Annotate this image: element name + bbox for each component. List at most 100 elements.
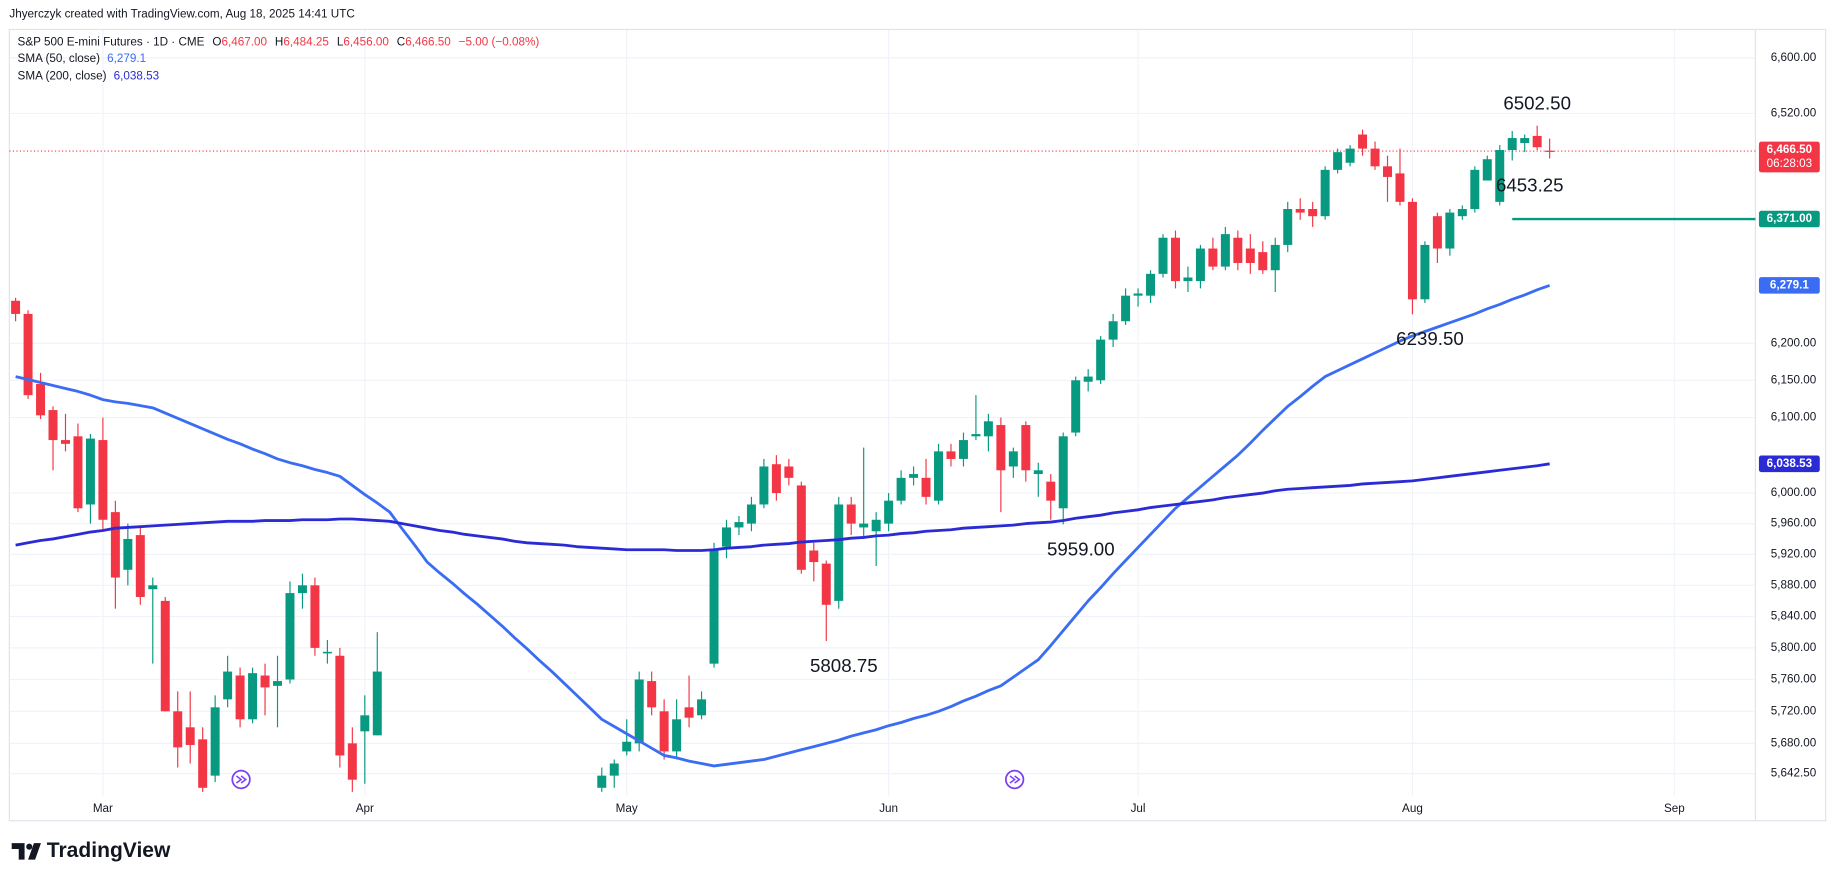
y-tick-label: 6,150.00 (1771, 373, 1817, 386)
y-tick-label: 5,840.00 (1771, 610, 1817, 623)
candle-body (1083, 376, 1093, 382)
candle-body (809, 550, 819, 563)
ohlc-key: L (337, 36, 344, 49)
price-tag (1758, 277, 1820, 294)
event-icon[interactable] (231, 769, 251, 790)
logo-mark (11, 843, 25, 860)
event-icon-arrow (1009, 775, 1021, 784)
candle-body (135, 535, 145, 597)
candle-body (771, 464, 781, 494)
candle-body (1470, 169, 1480, 210)
candle-body (85, 438, 95, 505)
annotation: 6453.25 (1496, 174, 1564, 195)
candle-body (1507, 138, 1517, 151)
y-tick-label: 6,000.00 (1771, 486, 1817, 499)
y-tick-label: 6,520.00 (1771, 107, 1817, 120)
candle-body (722, 527, 731, 547)
credit: Jhyerczyk created with TradingView.com, … (9, 7, 355, 20)
candle-body (709, 550, 719, 664)
y-tick-label: 5,642.50 (1771, 767, 1817, 780)
candle-body (60, 440, 70, 444)
candle-body (1482, 159, 1492, 181)
candle-body (684, 707, 694, 718)
candle-body (1520, 138, 1530, 143)
candle-body (73, 436, 83, 509)
candle-body (859, 523, 869, 528)
candle-body (1021, 425, 1031, 471)
legend-value: 6,038.53 (114, 70, 160, 83)
legend-value: 6,279.1 (107, 52, 146, 65)
y-tick-label: 6,100.00 (1771, 411, 1817, 424)
candle-body (1432, 216, 1442, 249)
candle-body (1295, 209, 1305, 213)
y-tick-label: 5,720.00 (1771, 704, 1817, 717)
candle-body (1220, 234, 1230, 267)
price-tag-countdown: 06:28:03 (1767, 157, 1813, 170)
legend-sma200: SMA (200, close) 6,038.53 (18, 70, 160, 83)
candle-body (1545, 150, 1555, 152)
candle-body (996, 425, 1006, 471)
y-tick-label: 5,680.00 (1771, 736, 1817, 749)
y-tick-label: 5,920.00 (1771, 547, 1817, 560)
candle-body (110, 512, 120, 578)
candle-body (1146, 273, 1156, 296)
candle-body (1383, 166, 1392, 177)
candle-body (23, 313, 33, 396)
candle-body (784, 466, 794, 478)
candle-body (597, 775, 607, 788)
candle-body (1457, 209, 1467, 217)
candle-body (1308, 209, 1318, 217)
candle-body (210, 707, 220, 776)
candle-body (335, 655, 345, 756)
price-tag-label: 6,466.50 (1767, 143, 1813, 156)
candle-body (1495, 150, 1505, 202)
candle-body (322, 651, 332, 654)
candle-body (909, 474, 919, 478)
x-tick-label: Sep (1664, 802, 1685, 815)
legend-label: SMA (200, close) (18, 70, 107, 83)
candle-body (1370, 148, 1380, 167)
candle-body (310, 585, 320, 648)
candle-body (173, 711, 183, 748)
candle-body (958, 440, 968, 459)
brand-logo: TradingView (11, 839, 171, 862)
candle-body (697, 699, 707, 716)
y-tick-label: 6,600.00 (1771, 51, 1817, 64)
candle-body (1420, 244, 1430, 300)
candle-body (1071, 380, 1081, 433)
candle-body (1033, 470, 1043, 475)
brand: TradingView (47, 839, 171, 862)
x-tick-label: Jun (879, 802, 898, 815)
candle-body (1195, 248, 1205, 282)
candle-body (871, 519, 881, 532)
candle-body (198, 739, 208, 788)
legend-main: S&P 500 E-mini Futures · 1D · CME O6,467… (18, 36, 540, 49)
candle-body (609, 763, 619, 776)
candle-body (896, 477, 906, 501)
candle-body (223, 671, 233, 700)
event-icon-arrow (235, 775, 248, 784)
candle-body (1258, 252, 1268, 271)
candle-body (1108, 321, 1118, 340)
candle-body (1270, 244, 1280, 271)
x-tick-label: Jul (1131, 802, 1146, 815)
event-icon[interactable] (1004, 769, 1025, 790)
candle-body (921, 477, 931, 497)
candle-body (1133, 293, 1143, 296)
candle-body (285, 593, 295, 680)
candle-body (248, 673, 258, 720)
candle-body (1333, 152, 1343, 170)
y-tick-label: 5,880.00 (1771, 578, 1817, 591)
candle-body (1096, 339, 1106, 381)
price-tag (1758, 210, 1820, 228)
candle-body (946, 451, 956, 459)
symbol: S&P 500 E-mini Futures · 1D · CME (18, 36, 205, 49)
legend-sma50: SMA (50, close) 6,279.1 (18, 52, 147, 65)
candle-body (1058, 436, 1068, 509)
y-tick-label: 5,800.00 (1771, 641, 1817, 654)
candle-body (1121, 295, 1131, 322)
candle-body (796, 485, 806, 570)
candle-body (647, 681, 657, 708)
ohlc-value: 6,467.00 (221, 36, 267, 49)
